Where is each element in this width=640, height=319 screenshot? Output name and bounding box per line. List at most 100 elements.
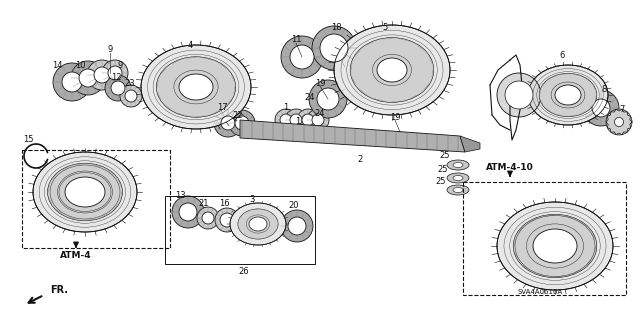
Polygon shape [460,136,480,152]
Text: 12: 12 [111,72,121,81]
Circle shape [214,109,242,137]
Ellipse shape [497,202,613,290]
Text: SVA4A0610A: SVA4A0610A [517,289,563,295]
Text: 5: 5 [382,23,388,32]
Circle shape [592,99,610,117]
Circle shape [505,81,533,109]
Text: 4: 4 [188,41,193,50]
Circle shape [235,116,249,130]
Circle shape [220,213,234,227]
Circle shape [320,34,348,62]
Circle shape [111,81,125,95]
Text: 26: 26 [239,268,250,277]
Ellipse shape [513,214,596,278]
Bar [22,150,170,248]
Ellipse shape [350,38,434,102]
Text: FR.: FR. [50,285,68,295]
Circle shape [317,88,339,110]
Text: 7: 7 [620,106,625,115]
Circle shape [302,114,314,126]
Circle shape [125,90,137,102]
Circle shape [172,196,204,228]
Text: 13: 13 [175,191,186,201]
Circle shape [87,60,117,90]
Ellipse shape [453,162,463,167]
Text: 21: 21 [199,198,209,207]
Circle shape [583,90,619,126]
Circle shape [108,66,122,80]
Text: ATM-4-10: ATM-4-10 [486,163,534,172]
Ellipse shape [334,25,450,115]
Circle shape [202,212,214,224]
Ellipse shape [377,58,407,82]
Ellipse shape [141,45,251,129]
Circle shape [290,114,302,126]
Text: 25: 25 [436,177,446,187]
Text: 19: 19 [315,78,325,87]
Ellipse shape [540,73,596,117]
Ellipse shape [447,160,469,170]
Ellipse shape [453,188,463,192]
Circle shape [281,36,323,78]
Text: 16: 16 [219,199,229,209]
Text: 24: 24 [305,93,316,102]
Ellipse shape [65,177,105,207]
Text: 2: 2 [357,155,363,165]
Bar [165,196,315,264]
Circle shape [221,116,235,130]
Ellipse shape [447,173,469,183]
Text: 3: 3 [250,196,255,204]
Circle shape [312,114,324,126]
Text: 19: 19 [390,113,400,122]
Ellipse shape [238,209,278,239]
Text: 18: 18 [331,23,341,32]
Circle shape [120,85,142,107]
Bar [463,182,626,295]
Circle shape [614,117,623,127]
Text: 6: 6 [559,51,564,61]
Text: 22: 22 [233,110,243,120]
Polygon shape [240,120,465,152]
Circle shape [105,75,131,101]
Text: 10: 10 [75,61,85,70]
Circle shape [606,109,632,135]
Text: 9: 9 [117,61,123,70]
Circle shape [53,63,91,101]
Ellipse shape [179,74,213,100]
Ellipse shape [249,217,267,231]
Circle shape [71,61,105,95]
Circle shape [79,69,97,87]
Text: 14: 14 [52,61,62,70]
Text: 1: 1 [284,103,289,113]
Circle shape [215,208,239,232]
Ellipse shape [33,152,137,232]
Circle shape [280,114,292,126]
Circle shape [62,72,82,92]
Circle shape [312,26,356,70]
Text: 17: 17 [217,102,227,112]
Circle shape [307,109,329,131]
Ellipse shape [447,185,469,195]
Text: 15: 15 [23,136,33,145]
Circle shape [94,67,110,83]
Circle shape [229,110,255,136]
Text: 1: 1 [296,117,301,127]
Text: 24: 24 [315,108,325,117]
Circle shape [197,207,219,229]
Circle shape [179,203,197,221]
Text: 20: 20 [289,202,300,211]
Ellipse shape [528,65,608,125]
Text: 23: 23 [125,79,135,88]
Text: 8: 8 [602,85,607,94]
Text: 25: 25 [440,152,451,160]
Text: 11: 11 [291,35,301,44]
Circle shape [290,45,314,69]
Text: 25: 25 [438,166,448,174]
Circle shape [297,109,319,131]
Circle shape [275,109,297,131]
Ellipse shape [156,57,236,117]
Text: 9: 9 [108,46,113,55]
Text: ATM-4: ATM-4 [60,251,92,260]
Ellipse shape [230,203,286,245]
Ellipse shape [453,175,463,181]
